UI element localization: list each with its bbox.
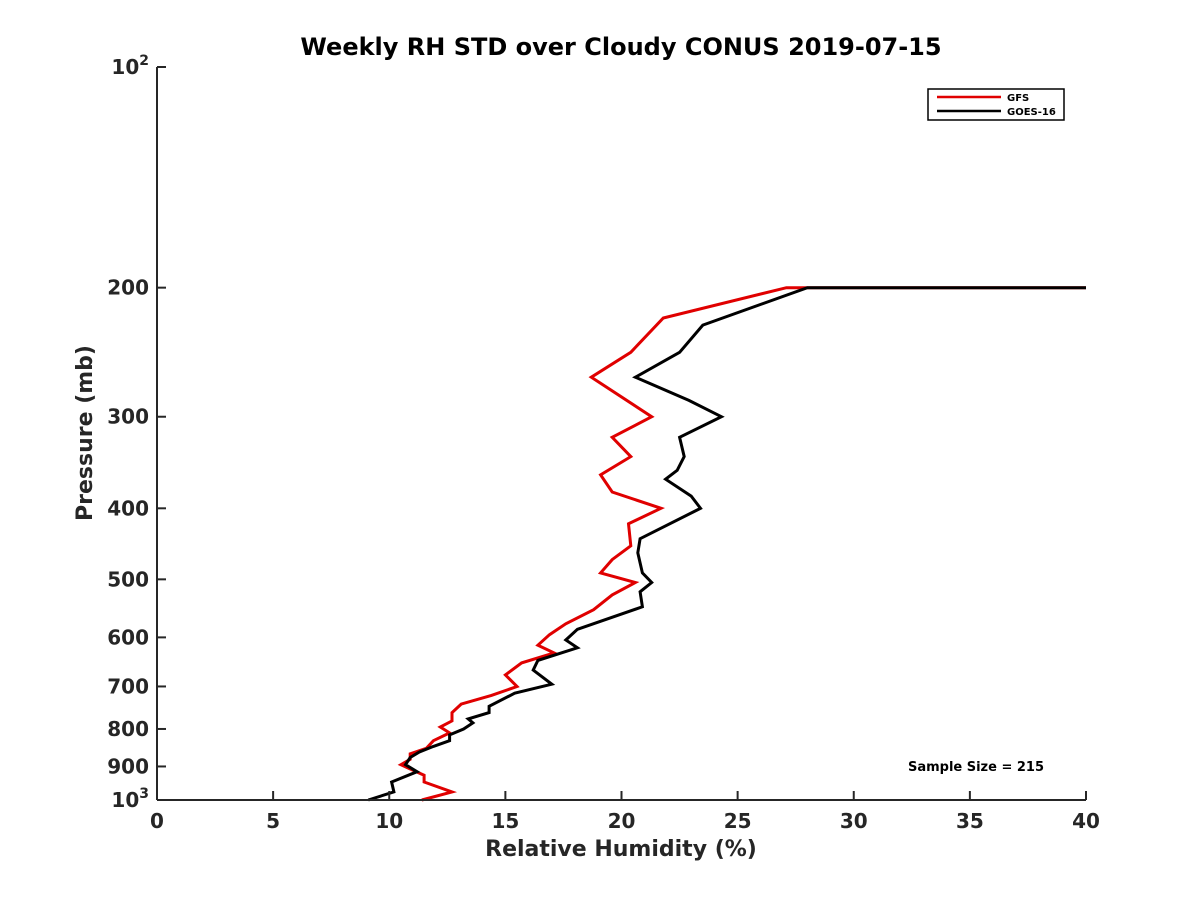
y-axis-label: Pressure (mb) [73, 345, 98, 521]
x-tick-label: 0 [150, 809, 164, 833]
y-tick-label: 600 [107, 625, 149, 649]
x-tick-label: 35 [956, 809, 984, 833]
sample-size-annotation: Sample Size = 215 [908, 760, 1044, 775]
x-tick-label: 30 [840, 809, 868, 833]
x-tick-label: 10 [375, 809, 403, 833]
y-tick-label: 900 [107, 754, 149, 778]
chart-title: Weekly RH STD over Cloudy CONUS 2019-07-… [300, 33, 941, 61]
x-tick-label: 20 [608, 809, 636, 833]
legend-box [927, 88, 1065, 121]
x-axis-label: Relative Humidity (%) [485, 837, 757, 862]
x-tick-label: 15 [491, 809, 519, 833]
x-tick-label: 5 [266, 809, 280, 833]
x-axis-ticks: 0 5 10 15 20 25 30 35 40 [150, 791, 1100, 833]
x-tick-label: 40 [1072, 809, 1100, 833]
y-tick-label: 300 [107, 405, 149, 429]
y-tick-label: 400 [107, 496, 149, 520]
legend-label-goes16: GOES-16 [1007, 107, 1056, 118]
legend: GFS GOES-16 [927, 88, 1065, 121]
legend-label-gfs: GFS [1007, 93, 1029, 104]
series-line-gfs [397, 286, 1086, 802]
y-tick-label: 700 [107, 674, 149, 698]
plot-area [367, 286, 1086, 802]
y-tick-label: 500 [107, 567, 149, 591]
series-line-goes16 [367, 286, 1086, 802]
y-tick-label: 800 [107, 717, 149, 741]
y-tick-label: 200 [107, 276, 149, 300]
x-tick-label: 25 [724, 809, 752, 833]
